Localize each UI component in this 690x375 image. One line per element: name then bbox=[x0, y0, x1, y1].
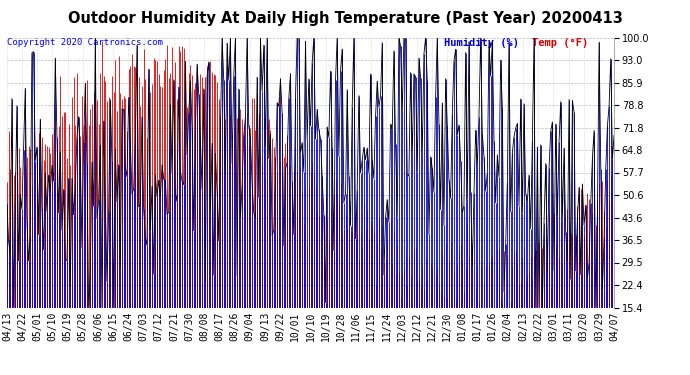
Text: Copyright 2020 Cartronics.com: Copyright 2020 Cartronics.com bbox=[7, 38, 163, 46]
Text: Humidity (%): Humidity (%) bbox=[444, 38, 519, 48]
Text: Outdoor Humidity At Daily High Temperature (Past Year) 20200413: Outdoor Humidity At Daily High Temperatu… bbox=[68, 11, 622, 26]
Text: Temp (°F): Temp (°F) bbox=[532, 38, 589, 48]
